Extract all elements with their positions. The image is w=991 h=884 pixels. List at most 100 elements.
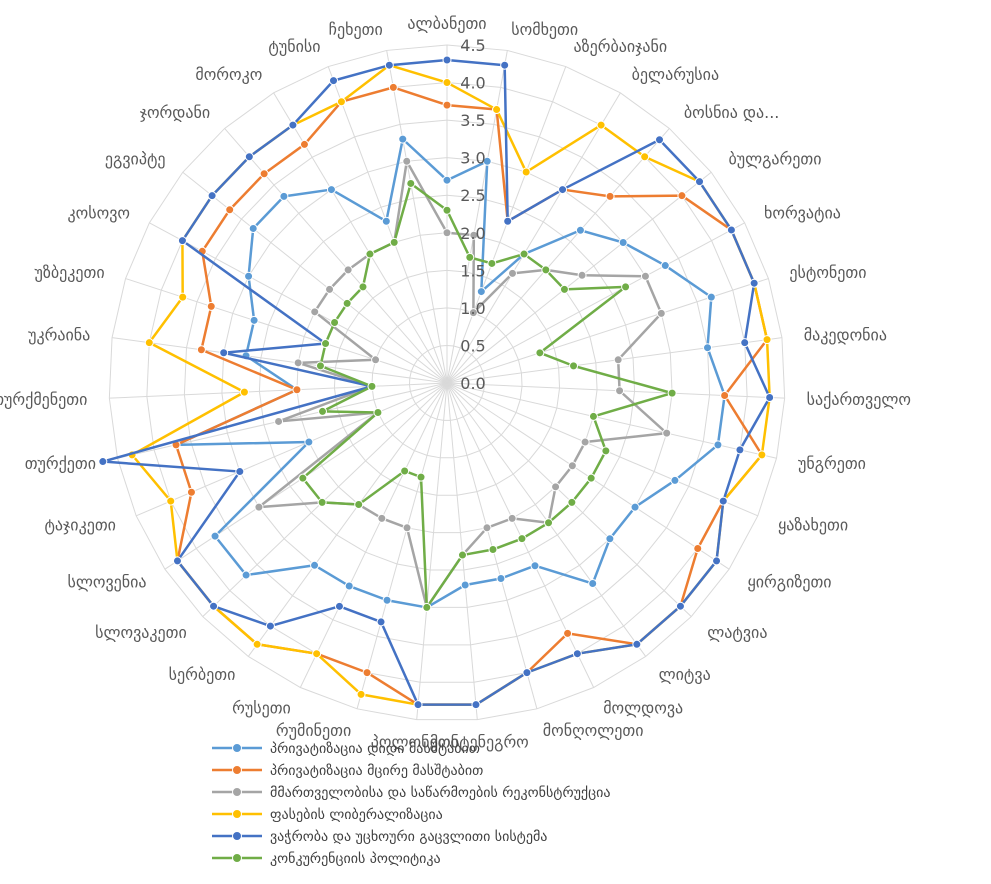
data-point bbox=[567, 461, 577, 471]
legend-label: მმართველობისა და საწარმოების რეკონსტრუქც… bbox=[270, 784, 610, 801]
data-point bbox=[740, 338, 750, 348]
data-point bbox=[726, 225, 736, 235]
data-point bbox=[310, 560, 320, 570]
data-point bbox=[588, 579, 598, 589]
tick-label: 1.5 bbox=[460, 261, 485, 280]
data-point bbox=[310, 307, 320, 317]
category-label: ლატვია bbox=[707, 623, 767, 642]
data-point bbox=[252, 639, 262, 649]
data-point bbox=[640, 271, 650, 281]
data-point bbox=[718, 496, 728, 506]
category-label: მაკედონია bbox=[804, 326, 887, 345]
legend-item: ფასების ლიბერალიზაცია bbox=[212, 806, 443, 823]
legend-item: ვაჭრობა და უცხოური გაცვლითი სისტემა bbox=[212, 828, 547, 845]
data-point bbox=[292, 385, 302, 395]
data-point bbox=[239, 387, 249, 397]
grid-spoke bbox=[299, 382, 448, 688]
grid-spoke bbox=[446, 222, 745, 384]
data-point bbox=[274, 416, 284, 426]
category-label: უზბეკეთი bbox=[34, 263, 104, 282]
data-point bbox=[98, 457, 108, 467]
tick-label: 0.5 bbox=[460, 336, 485, 355]
data-point bbox=[209, 601, 219, 611]
data-point bbox=[299, 139, 309, 149]
category-label: სომხეთი bbox=[511, 20, 578, 39]
data-point bbox=[416, 472, 426, 482]
data-point bbox=[398, 134, 408, 144]
data-point bbox=[343, 265, 353, 275]
data-point bbox=[596, 120, 606, 130]
grid-ring bbox=[258, 194, 636, 571]
grid-spoke bbox=[247, 382, 448, 657]
tick-label: 2.5 bbox=[460, 186, 485, 205]
data-point bbox=[196, 345, 206, 355]
tick-label: 2.0 bbox=[460, 224, 485, 243]
data-point bbox=[541, 265, 551, 275]
category-label: ყირგიზეთი bbox=[747, 572, 831, 591]
data-point bbox=[586, 473, 596, 483]
data-point bbox=[330, 317, 340, 327]
data-point bbox=[605, 534, 615, 544]
data-point bbox=[362, 668, 372, 678]
category-label: კოსოვო bbox=[68, 203, 130, 222]
category-label: აზერბაიჯანი bbox=[573, 37, 667, 56]
tick-label: 3.0 bbox=[460, 149, 485, 168]
tick-label: 3.5 bbox=[460, 111, 485, 130]
data-point bbox=[675, 601, 685, 611]
category-label: ხორვატია bbox=[764, 203, 841, 222]
legend-label: ფასების ლიბერალიზაცია bbox=[270, 806, 443, 823]
category-label: ესტონეთი bbox=[789, 263, 866, 282]
data-point bbox=[288, 120, 298, 130]
data-point bbox=[720, 390, 730, 400]
tick-label: 4.0 bbox=[460, 74, 485, 93]
data-point bbox=[334, 601, 344, 611]
data-point bbox=[457, 550, 467, 560]
grid-ring bbox=[221, 157, 673, 608]
data-point bbox=[389, 237, 399, 247]
data-point bbox=[344, 581, 354, 591]
data-point bbox=[535, 348, 545, 358]
data-point bbox=[225, 205, 235, 215]
legend-label: პრივატიზაცია მცირე მასშტაბით bbox=[270, 762, 483, 779]
data-point bbox=[244, 152, 254, 162]
category-label: რუმინეთი bbox=[276, 721, 351, 740]
legend-item: კონკურენციის პოლიტიკა bbox=[212, 850, 441, 867]
legend-item: პრივატიზაცია მცირე მასშტაბით bbox=[212, 762, 483, 779]
legend-label: პრივატიზაცია დიდი მასშტაბით bbox=[270, 740, 480, 757]
radar-series bbox=[98, 55, 775, 710]
category-label: სლოვაკეთი bbox=[95, 623, 187, 642]
grid-ring bbox=[371, 307, 523, 459]
legend-swatch-marker bbox=[232, 765, 242, 775]
data-point bbox=[517, 534, 527, 544]
radial-axis-ticks: 0.0 0.5 1.0 1.5 2.0 2.5 3.0 3.5 4.0 4.5 bbox=[460, 36, 485, 393]
data-point bbox=[248, 223, 258, 233]
legend-swatch-marker bbox=[232, 787, 242, 797]
grid-spoke bbox=[111, 337, 448, 384]
data-point bbox=[207, 191, 217, 201]
tick-label: 0.0 bbox=[460, 374, 485, 393]
data-point bbox=[304, 437, 314, 447]
category-label: სლოვენია bbox=[67, 572, 146, 591]
data-point bbox=[265, 621, 275, 631]
data-point bbox=[476, 287, 486, 297]
category-label: ეგვიპტე bbox=[105, 150, 166, 169]
data-point bbox=[500, 60, 510, 70]
data-point bbox=[605, 191, 615, 201]
data-point bbox=[354, 500, 364, 510]
data-point bbox=[563, 628, 573, 638]
series-line bbox=[174, 137, 726, 609]
data-point bbox=[312, 649, 322, 659]
data-point bbox=[315, 361, 325, 371]
legend-label: ვაჭრობა და უცხოური გაცვლითი სისტემა bbox=[270, 828, 547, 845]
grid-spoke bbox=[446, 278, 769, 384]
series-2 bbox=[171, 82, 772, 710]
data-point bbox=[559, 284, 569, 294]
data-point bbox=[575, 225, 585, 235]
data-point bbox=[482, 156, 492, 166]
data-point bbox=[241, 570, 251, 580]
data-point bbox=[695, 177, 705, 187]
data-point bbox=[376, 617, 386, 627]
legend-swatch-marker bbox=[232, 809, 242, 819]
grid-ring bbox=[333, 269, 561, 496]
